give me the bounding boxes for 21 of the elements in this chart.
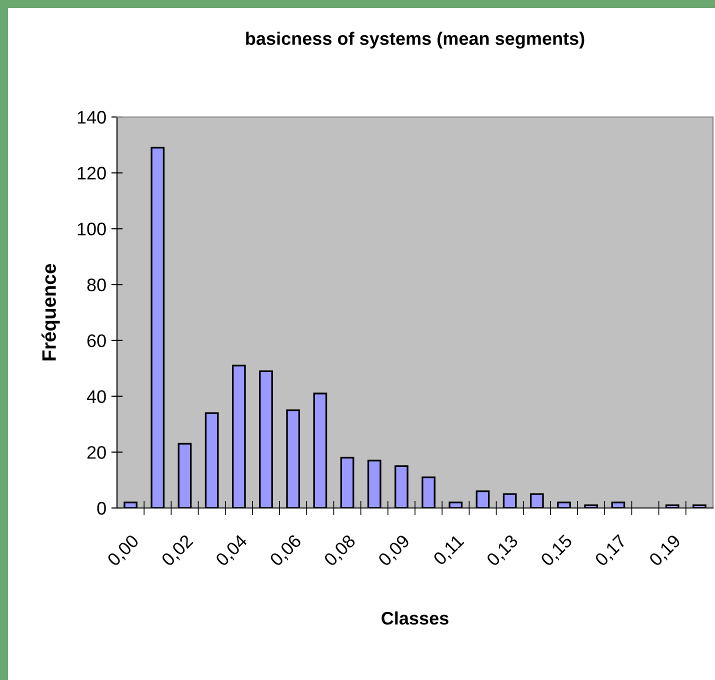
- chart-title: basicness of systems (mean segments): [246, 32, 584, 49]
- x-tick-label: 0,00: [106, 534, 141, 568]
- y-tick-label: 60: [87, 334, 106, 348]
- y-tick-label: 0: [97, 502, 106, 515]
- x-tick-label: 0,15: [540, 534, 574, 568]
- y-tick-label: 100: [78, 222, 106, 236]
- x-tick-label: 0,08: [323, 534, 358, 568]
- x-tick-label: 0,09: [377, 534, 412, 568]
- y-tick-label: 40: [86, 390, 106, 404]
- x-tick-label: 0,04: [214, 534, 250, 568]
- x-tick-label: 0,19: [648, 534, 683, 568]
- x-tick-label: 0,11: [432, 534, 466, 568]
- x-tick-label: 0,02: [160, 534, 195, 568]
- y-tick-label: 80: [87, 278, 106, 292]
- x-tick-label: 0,06: [269, 534, 304, 568]
- y-axis-title: Fréquence: [42, 264, 60, 360]
- y-tick-label: 120: [78, 166, 106, 180]
- y-tick-label: 140: [78, 110, 106, 124]
- x-axis-title: Classes: [382, 611, 448, 625]
- x-tick-label: 0,13: [486, 534, 520, 568]
- y-tick-label: 20: [87, 446, 106, 459]
